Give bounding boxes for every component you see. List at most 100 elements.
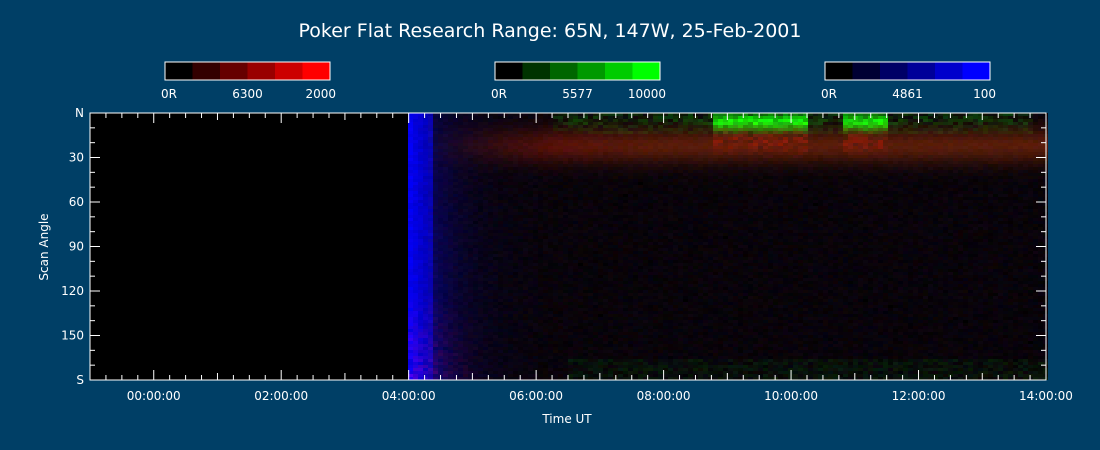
heatmap-cell: [533, 200, 538, 203]
heatmap-cell: [428, 113, 433, 116]
heatmap-cell: [548, 368, 553, 371]
heatmap-cell: [523, 188, 528, 191]
heatmap-cell: [603, 239, 608, 242]
heatmap-cell: [648, 374, 653, 377]
heatmap-cell: [523, 308, 528, 311]
heatmap-cell: [683, 266, 688, 269]
heatmap-cell: [483, 170, 488, 173]
heatmap-cell: [443, 233, 448, 236]
heatmap-cell: [673, 122, 678, 125]
heatmap-cell: [428, 311, 433, 314]
heatmap-cell: [683, 308, 688, 311]
heatmap-cell: [593, 161, 598, 164]
heatmap-cell: [493, 251, 498, 254]
heatmap-cell: [453, 152, 458, 155]
heatmap-cell: [618, 263, 623, 266]
heatmap-cell: [648, 143, 653, 146]
heatmap-cell: [448, 230, 453, 233]
heatmap-cell: [653, 143, 658, 146]
heatmap-cell: [538, 233, 543, 236]
heatmap-cell: [438, 275, 443, 278]
heatmap-cell: [678, 209, 683, 212]
heatmap-cell: [618, 182, 623, 185]
heatmap-cell: [663, 359, 668, 362]
heatmap-cell: [533, 368, 538, 371]
heatmap-cell: [633, 302, 638, 305]
heatmap-cell: [673, 116, 678, 119]
heatmap-cell: [583, 113, 588, 116]
heatmap-cell: [408, 317, 413, 320]
heatmap-cell: [633, 371, 638, 374]
heatmap-cell: [648, 287, 653, 290]
heatmap-cell: [473, 116, 478, 119]
heatmap-cell: [543, 233, 548, 236]
heatmap-cell: [518, 353, 523, 356]
heatmap-cell: [423, 329, 428, 332]
heatmap-cell: [448, 218, 453, 221]
heatmap-cell: [668, 197, 673, 200]
heatmap-cell: [648, 206, 653, 209]
heatmap-cell: [563, 221, 568, 224]
heatmap-cell: [458, 371, 463, 374]
heatmap-cell: [433, 191, 438, 194]
heatmap-cell: [633, 341, 638, 344]
heatmap-cell: [653, 242, 658, 245]
heatmap-cell: [503, 239, 508, 242]
heatmap-cell: [618, 305, 623, 308]
heatmap-cell: [678, 281, 683, 284]
heatmap-cell: [498, 350, 503, 353]
heatmap-cell: [653, 365, 658, 368]
heatmap-cell: [628, 170, 633, 173]
heatmap-cell: [483, 140, 488, 143]
heatmap-cell: [438, 146, 443, 149]
heatmap-cell: [468, 128, 473, 131]
heatmap-cell: [658, 338, 663, 341]
heatmap-cell: [673, 302, 678, 305]
heatmap-cell: [458, 170, 463, 173]
heatmap-cell: [573, 239, 578, 242]
heatmap-cell: [518, 134, 523, 137]
heatmap-cell: [663, 287, 668, 290]
heatmap-cell: [648, 377, 653, 380]
heatmap-cell: [478, 194, 483, 197]
heatmap-cell: [593, 146, 598, 149]
heatmap-cell: [468, 338, 473, 341]
heatmap-cell: [598, 266, 603, 269]
heatmap-cell: [418, 284, 423, 287]
heatmap-cell: [438, 149, 443, 152]
heatmap-cell: [448, 311, 453, 314]
heatmap-cell: [448, 317, 453, 320]
heatmap-cell: [443, 347, 448, 350]
heatmap-cell: [478, 206, 483, 209]
heatmap-cell: [658, 329, 663, 332]
heatmap-cell: [668, 116, 673, 119]
heatmap-cell: [453, 203, 458, 206]
heatmap-cell: [678, 254, 683, 257]
heatmap-cell: [658, 287, 663, 290]
heatmap-cell: [428, 341, 433, 344]
heatmap-cell: [673, 254, 678, 257]
heatmap-cell: [423, 113, 428, 116]
heatmap-cell: [528, 266, 533, 269]
heatmap-cell: [578, 371, 583, 374]
heatmap-cell: [498, 185, 503, 188]
heatmap-cell: [518, 212, 523, 215]
heatmap-cell: [558, 302, 563, 305]
heatmap-cell: [658, 350, 663, 353]
heatmap-cell: [583, 308, 588, 311]
heatmap-cell: [643, 167, 648, 170]
heatmap-cell: [638, 158, 643, 161]
heatmap-cell: [643, 137, 648, 140]
heatmap-cell: [478, 224, 483, 227]
heatmap-cell: [598, 275, 603, 278]
heatmap-cell: [468, 299, 473, 302]
heatmap-cell: [668, 128, 673, 131]
heatmap-cell: [573, 203, 578, 206]
heatmap-cell: [468, 131, 473, 134]
heatmap-cell: [578, 182, 583, 185]
heatmap-cell: [423, 182, 428, 185]
heatmap-cell: [528, 329, 533, 332]
heatmap-cell: [408, 212, 413, 215]
heatmap-cell: [438, 188, 443, 191]
heatmap-cell: [598, 164, 603, 167]
